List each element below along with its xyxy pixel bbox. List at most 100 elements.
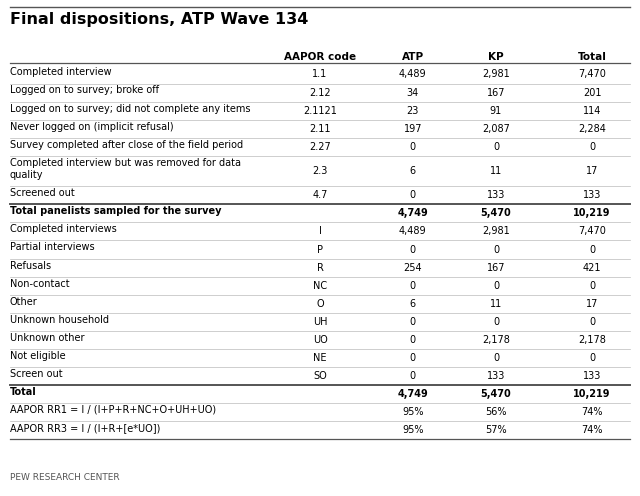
Text: AAPOR RR3 = I / (I+R+[e*UO]): AAPOR RR3 = I / (I+R+[e*UO]) [10, 423, 160, 433]
Text: Not eligible: Not eligible [10, 351, 65, 361]
Text: NE: NE [313, 353, 327, 363]
Text: 133: 133 [487, 371, 505, 381]
Text: 2.12: 2.12 [309, 87, 331, 98]
Text: 2.27: 2.27 [309, 142, 331, 152]
Text: 133: 133 [583, 371, 601, 381]
Text: Other: Other [10, 297, 37, 307]
Text: 95%: 95% [402, 407, 424, 417]
Text: AAPOR RR1 = I / (I+P+R+NC+O+UH+UO): AAPOR RR1 = I / (I+P+R+NC+O+UH+UO) [10, 405, 216, 415]
Text: O: O [316, 299, 324, 309]
Text: Screen out: Screen out [10, 369, 62, 379]
Text: Survey completed after close of the field period: Survey completed after close of the fiel… [10, 140, 243, 150]
Text: Refusals: Refusals [10, 260, 51, 270]
Text: 2,178: 2,178 [482, 335, 510, 345]
Text: 5,470: 5,470 [481, 389, 511, 399]
Text: 0: 0 [410, 371, 416, 381]
Text: 2,981: 2,981 [482, 227, 510, 237]
Text: 0: 0 [410, 353, 416, 363]
Text: 0: 0 [493, 142, 499, 152]
Text: KP: KP [488, 52, 504, 62]
Text: PEW RESEARCH CENTER: PEW RESEARCH CENTER [10, 473, 119, 482]
Text: 6: 6 [410, 166, 416, 176]
Text: Total: Total [577, 52, 607, 62]
Text: 57%: 57% [485, 425, 507, 435]
Text: 0: 0 [589, 245, 595, 254]
Text: Screened out: Screened out [10, 188, 74, 198]
Text: 23: 23 [406, 106, 419, 116]
Text: 4,489: 4,489 [399, 227, 427, 237]
Text: 2.11: 2.11 [309, 124, 331, 133]
Text: 0: 0 [589, 281, 595, 291]
Text: 4,489: 4,489 [399, 69, 427, 79]
Text: Non-contact: Non-contact [10, 279, 69, 289]
Text: 17: 17 [586, 166, 598, 176]
Text: 10,219: 10,219 [573, 389, 611, 399]
Text: 56%: 56% [485, 407, 507, 417]
Text: 7,470: 7,470 [578, 69, 606, 79]
Text: 0: 0 [410, 245, 416, 254]
Text: 167: 167 [487, 262, 505, 273]
Text: 17: 17 [586, 299, 598, 309]
Text: 133: 133 [487, 190, 505, 200]
Text: 2.1121: 2.1121 [303, 106, 337, 116]
Text: I: I [319, 227, 321, 237]
Text: 0: 0 [410, 335, 416, 345]
Text: 2,087: 2,087 [482, 124, 510, 133]
Text: 95%: 95% [402, 425, 424, 435]
Text: 0: 0 [493, 353, 499, 363]
Text: 2.3: 2.3 [312, 166, 328, 176]
Text: 11: 11 [490, 299, 502, 309]
Text: UO: UO [312, 335, 328, 345]
Text: 0: 0 [410, 281, 416, 291]
Text: 6: 6 [410, 299, 416, 309]
Text: Partial interviews: Partial interviews [10, 243, 94, 252]
Text: 2,981: 2,981 [482, 69, 510, 79]
Text: UH: UH [313, 316, 327, 327]
Text: 91: 91 [490, 106, 502, 116]
Text: 7,470: 7,470 [578, 227, 606, 237]
Text: 1.1: 1.1 [312, 69, 328, 79]
Text: 74%: 74% [581, 407, 603, 417]
Text: 5,470: 5,470 [481, 208, 511, 218]
Text: P: P [317, 245, 323, 254]
Text: Completed interviews: Completed interviews [10, 224, 116, 235]
Text: ATP: ATP [402, 52, 424, 62]
Text: 0: 0 [410, 142, 416, 152]
Text: 34: 34 [406, 87, 419, 98]
Text: 421: 421 [583, 262, 601, 273]
Text: Total panelists sampled for the survey: Total panelists sampled for the survey [10, 206, 221, 216]
Text: Completed interview: Completed interview [10, 67, 111, 77]
Text: AAPOR code: AAPOR code [284, 52, 356, 62]
Text: 2,284: 2,284 [578, 124, 606, 133]
Text: 114: 114 [583, 106, 601, 116]
Text: SO: SO [313, 371, 327, 381]
Text: 0: 0 [589, 142, 595, 152]
Text: 254: 254 [403, 262, 422, 273]
Text: 10,219: 10,219 [573, 208, 611, 218]
Text: 0: 0 [589, 353, 595, 363]
Text: 0: 0 [493, 281, 499, 291]
Text: 4,749: 4,749 [397, 389, 428, 399]
Text: Never logged on (implicit refusal): Never logged on (implicit refusal) [10, 122, 173, 131]
Text: 0: 0 [410, 316, 416, 327]
Text: Logged on to survey; broke off: Logged on to survey; broke off [10, 85, 159, 96]
Text: 0: 0 [493, 245, 499, 254]
Text: 0: 0 [589, 316, 595, 327]
Text: Completed interview but was removed for data
quality: Completed interview but was removed for … [10, 158, 241, 180]
Text: 11: 11 [490, 166, 502, 176]
Text: 4,749: 4,749 [397, 208, 428, 218]
Text: 201: 201 [583, 87, 601, 98]
Text: Unknown household: Unknown household [10, 314, 109, 325]
Text: R: R [317, 262, 323, 273]
Text: 0: 0 [493, 316, 499, 327]
Text: 133: 133 [583, 190, 601, 200]
Text: 4.7: 4.7 [312, 190, 328, 200]
Text: NC: NC [313, 281, 327, 291]
Text: 74%: 74% [581, 425, 603, 435]
Text: Total: Total [10, 387, 36, 397]
Text: 0: 0 [410, 190, 416, 200]
Text: 197: 197 [404, 124, 422, 133]
Text: Unknown other: Unknown other [10, 333, 84, 343]
Text: Logged on to survey; did not complete any items: Logged on to survey; did not complete an… [10, 104, 250, 114]
Text: 167: 167 [487, 87, 505, 98]
